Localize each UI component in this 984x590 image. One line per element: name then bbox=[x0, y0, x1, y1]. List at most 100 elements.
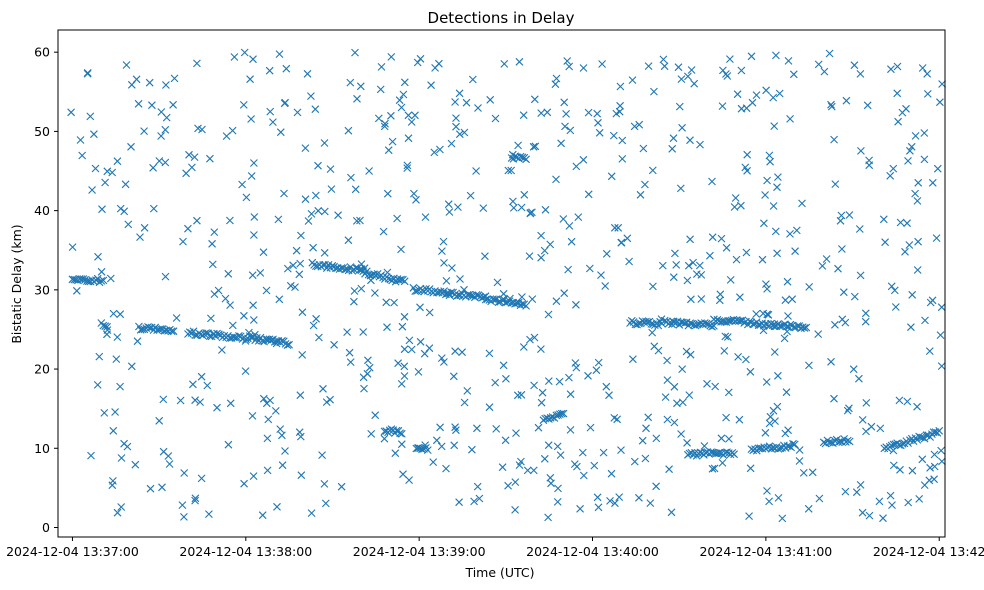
detection-point bbox=[646, 499, 655, 507]
detection-point bbox=[752, 310, 761, 318]
detection-point bbox=[479, 204, 488, 212]
detection-point bbox=[196, 398, 204, 406]
detection-point bbox=[511, 478, 520, 486]
detection-point bbox=[783, 277, 792, 286]
detection-point bbox=[421, 213, 430, 221]
detection-point bbox=[830, 135, 838, 144]
detection-point bbox=[473, 424, 481, 433]
detection-point bbox=[856, 70, 865, 78]
detection-point bbox=[862, 399, 871, 407]
detection-point bbox=[460, 398, 469, 407]
detection-point bbox=[490, 295, 499, 304]
detection-point bbox=[180, 469, 189, 477]
detection-point bbox=[766, 157, 774, 166]
detection-point bbox=[494, 298, 503, 307]
detection-point bbox=[566, 426, 575, 434]
detection-point bbox=[594, 358, 603, 367]
detection-point bbox=[876, 424, 885, 433]
detection-point bbox=[731, 194, 740, 202]
detection-point bbox=[445, 208, 454, 216]
detection-point bbox=[618, 136, 627, 145]
detection-point bbox=[248, 412, 257, 420]
detection-point bbox=[207, 314, 215, 323]
detection-point bbox=[773, 249, 781, 258]
detection-point bbox=[170, 74, 179, 83]
detection-point bbox=[692, 270, 701, 278]
detection-point bbox=[387, 53, 396, 61]
detection-point bbox=[88, 186, 96, 194]
detection-point bbox=[149, 163, 157, 172]
detection-point bbox=[509, 204, 518, 212]
detection-point bbox=[863, 101, 872, 110]
detection-point bbox=[197, 474, 206, 483]
detection-point bbox=[376, 85, 385, 94]
detection-point bbox=[537, 109, 546, 117]
detection-point bbox=[169, 100, 177, 109]
detection-point bbox=[337, 482, 346, 491]
detection-point bbox=[814, 330, 823, 338]
detection-point bbox=[314, 206, 323, 215]
detection-point bbox=[930, 450, 939, 459]
detection-point bbox=[161, 158, 170, 167]
detection-point bbox=[722, 413, 730, 422]
detection-point bbox=[736, 293, 744, 302]
detection-point bbox=[499, 361, 508, 370]
detection-point bbox=[485, 349, 494, 358]
detection-point bbox=[518, 293, 526, 301]
detection-point bbox=[67, 108, 75, 117]
detection-point bbox=[682, 347, 691, 356]
detection-point bbox=[795, 457, 804, 465]
detection-point bbox=[538, 388, 547, 397]
detection-point bbox=[879, 514, 887, 523]
detection-point bbox=[537, 398, 546, 407]
detection-point bbox=[112, 355, 121, 363]
detection-point bbox=[94, 252, 102, 261]
detection-point bbox=[420, 349, 429, 358]
detection-point bbox=[629, 355, 637, 364]
detection-point bbox=[566, 390, 575, 399]
detection-point bbox=[307, 509, 316, 517]
detection-point bbox=[827, 357, 835, 366]
detection-point bbox=[907, 323, 915, 332]
detection-point bbox=[182, 169, 190, 178]
detection-point bbox=[572, 363, 581, 372]
detection-point bbox=[436, 145, 444, 154]
detection-point bbox=[97, 267, 106, 276]
detection-point bbox=[732, 255, 741, 264]
detection-point bbox=[677, 430, 685, 438]
detection-point bbox=[814, 60, 823, 69]
detection-point bbox=[914, 237, 922, 246]
detection-point bbox=[282, 64, 291, 73]
detection-point bbox=[784, 57, 793, 65]
detection-point bbox=[935, 426, 944, 435]
detection-point bbox=[265, 66, 274, 75]
detection-point bbox=[553, 442, 562, 451]
detection-point bbox=[455, 130, 464, 139]
detection-point bbox=[276, 128, 285, 137]
detection-point bbox=[472, 167, 480, 175]
detection-point bbox=[131, 460, 140, 469]
detection-point bbox=[765, 151, 774, 160]
detection-point bbox=[888, 501, 896, 509]
detection-point bbox=[607, 172, 616, 181]
detection-point bbox=[926, 463, 934, 472]
detection-point bbox=[423, 446, 432, 454]
detection-point bbox=[657, 315, 666, 323]
detection-point bbox=[904, 498, 913, 507]
detection-point bbox=[615, 107, 624, 116]
detection-point bbox=[708, 464, 717, 473]
detection-point bbox=[159, 395, 168, 404]
detection-point bbox=[902, 104, 910, 113]
detection-point bbox=[913, 266, 922, 274]
detection-point bbox=[259, 394, 268, 403]
detection-point bbox=[462, 98, 471, 107]
detection-point bbox=[100, 409, 109, 417]
detection-point bbox=[723, 72, 732, 80]
detection-point bbox=[87, 451, 95, 460]
detection-point bbox=[670, 382, 679, 391]
detection-point bbox=[249, 301, 257, 310]
detection-point bbox=[445, 289, 453, 298]
detection-point bbox=[191, 496, 199, 505]
detection-point bbox=[886, 491, 895, 500]
x-tick-label: 2024-12-04 13:39:00 bbox=[353, 544, 486, 559]
